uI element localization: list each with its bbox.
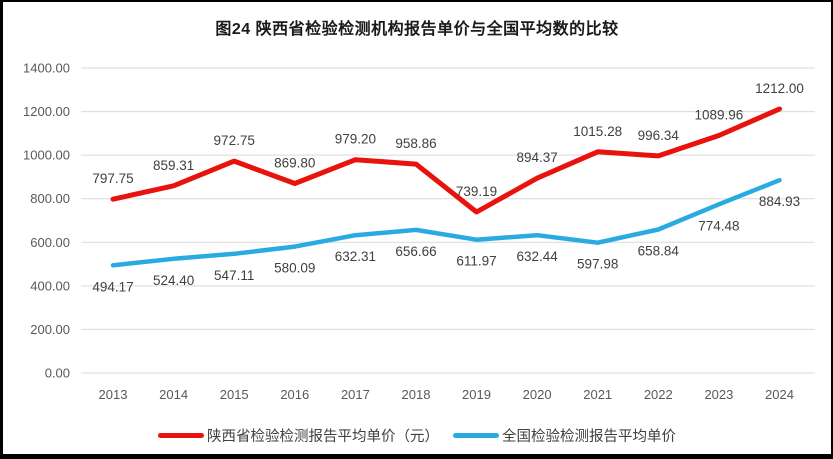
data-label: 797.75 [92, 171, 133, 186]
data-label: 1212.00 [755, 81, 804, 96]
data-label: 547.11 [214, 268, 254, 283]
data-label: 658.84 [638, 244, 680, 259]
series-line-1 [110, 177, 782, 268]
data-label: 894.37 [516, 150, 557, 165]
data-label: 884.93 [759, 194, 800, 209]
data-label: 869.80 [274, 156, 315, 171]
x-axis-tick-label: 2019 [462, 387, 491, 402]
line-chart-plot: 0.00 200.00 400.00 600.00 800.00 1000.00 1200.… [23, 61, 815, 402]
legend-label-national: 全国检验检测报告平均单价 [502, 429, 676, 445]
y-axis-tick-label: 0.00 [45, 366, 70, 381]
legend-swatch-national-icon [453, 433, 499, 438]
data-label: 859.31 [153, 158, 194, 173]
legend-label-shaanxi: 陕西省检验检测报告平均单价（元） [207, 429, 439, 445]
y-axis-tick-label: 400.00 [30, 278, 70, 293]
data-label: 632.44 [516, 249, 558, 264]
y-axis-tick-label: 1200.00 [23, 104, 70, 119]
data-label: 958.86 [395, 136, 436, 151]
data-label: 580.09 [274, 261, 315, 276]
series-line-0 [110, 106, 782, 215]
x-axis-tick-label: 2017 [341, 387, 370, 402]
x-axis-tick-label: 2015 [220, 387, 249, 402]
data-label: 979.20 [335, 132, 376, 147]
data-label: 972.75 [214, 133, 255, 148]
x-axis-tick-label: 2020 [523, 387, 552, 402]
data-label: 611.97 [456, 254, 496, 269]
legend-item-shaanxi: 陕西省检验检测报告平均单价（元） [158, 425, 439, 446]
data-label: 996.34 [638, 128, 680, 143]
legend-swatch-shaanxi-icon [158, 433, 204, 438]
legend: 陕西省检验检测报告平均单价（元） 全国检验检测报告平均单价 [3, 425, 831, 446]
y-axis-tick-label: 1400.00 [23, 61, 70, 76]
x-axis-tick-label: 2023 [704, 387, 733, 402]
data-label: 1089.96 [694, 108, 743, 123]
legend-item-national: 全国检验检测报告平均单价 [453, 425, 676, 446]
x-axis-tick-label: 2016 [280, 387, 309, 402]
data-label: 739.19 [456, 184, 497, 199]
x-axis-tick-label: 2021 [583, 387, 612, 402]
data-label: 524.40 [153, 273, 194, 288]
x-axis-tick-label: 2013 [99, 387, 128, 402]
y-axis-tick-label: 1000.00 [23, 148, 70, 163]
data-label: 494.17 [92, 279, 133, 294]
x-axis-tick-label: 2024 [765, 387, 794, 402]
y-axis-tick-label: 800.00 [30, 191, 70, 206]
data-label: 597.98 [577, 257, 618, 272]
x-axis-tick-label: 2018 [402, 387, 431, 402]
data-label: 656.66 [395, 244, 436, 259]
data-label: 632.31 [335, 249, 376, 264]
x-axis-tick-label: 2022 [644, 387, 673, 402]
y-axis-tick-label: 200.00 [30, 322, 70, 337]
data-label: 1015.28 [573, 124, 622, 139]
y-axis-tick-label: 600.00 [30, 235, 70, 250]
x-axis-tick-label: 2014 [159, 387, 188, 402]
chart-title: 图24 陕西省检验检测机构报告单价与全国平均数的比较 [215, 21, 619, 38]
data-label: 774.48 [698, 218, 739, 233]
